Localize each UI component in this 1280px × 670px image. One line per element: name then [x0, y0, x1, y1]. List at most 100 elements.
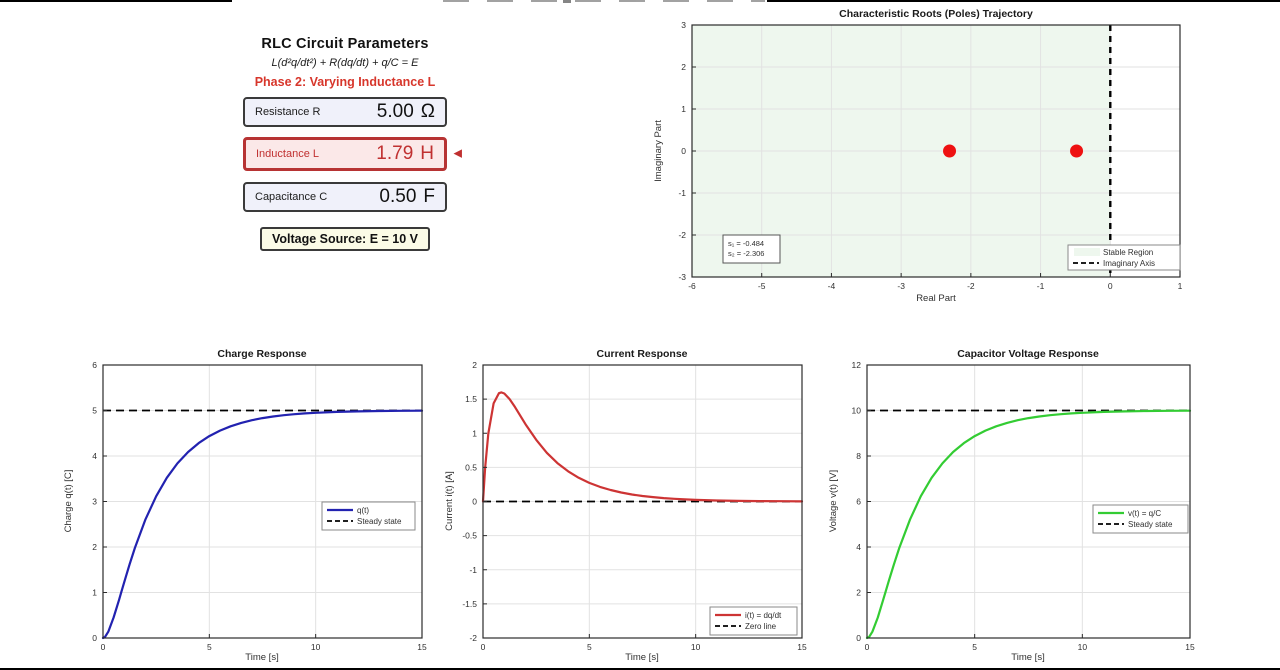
x-tick-label: 15: [1185, 642, 1195, 652]
y-tick-label: 6: [92, 360, 97, 370]
y-tick-label: 5: [92, 406, 97, 416]
resistance-label: Resistance R: [255, 106, 321, 118]
x-tick-label: 1: [1178, 281, 1183, 291]
inductance-label: Inductance L: [256, 148, 319, 160]
window-edge-bottom: [0, 668, 1280, 670]
legend-label: Steady state: [357, 517, 402, 526]
x-tick-label: -5: [758, 281, 766, 291]
x-tick-label: -1: [1037, 281, 1045, 291]
circuit-equation: L(d²q/dt²) + R(dq/dt) + q/C = E: [271, 57, 419, 69]
y-tick-label: 12: [852, 360, 862, 370]
y-tick-label: 1.5: [465, 394, 477, 404]
chart-current: 0 5 10 15 -2 -1.5 -1 -0.5 0 0.5 1 1.5 2 Current Respo…: [444, 348, 807, 663]
window-edge-top-right: [767, 0, 1280, 2]
x-tick-label: 0: [101, 642, 106, 652]
panel-title: RLC Circuit Parameters: [261, 36, 429, 52]
legend-label: q(t): [357, 506, 369, 515]
window-edge-top-left: [0, 0, 232, 2]
y-tick-label: -2: [678, 230, 686, 240]
capacitance-box: Capacitance C 0.50 F: [243, 182, 447, 212]
y-tick-label: -3: [678, 272, 686, 282]
y-tick-label: 2: [92, 542, 97, 552]
x-tick-label: -6: [688, 281, 696, 291]
inductance-value: 1.79 H: [376, 143, 434, 164]
voltage-source-box: Voltage Source: E = 10 V: [259, 227, 430, 251]
legend-label: Imaginary Axis: [1103, 259, 1155, 268]
charge-ylabel: Charge q(t) [C]: [63, 470, 74, 533]
current-xlabel: Time [s]: [625, 652, 658, 663]
chart-poles: -6 -5 -4 -3 -2 -1 0 1 -3 -2 -1 0 1 2 3 Characteristic R…: [653, 8, 1183, 304]
inductance-box: Inductance L 1.79 H ◀: [243, 137, 462, 171]
poles-annotation-box: [722, 234, 781, 264]
y-tick-label: 6: [856, 497, 861, 507]
current-ylabel: Current i(t) [A]: [444, 471, 455, 531]
legend-charge: q(t) Steady state: [321, 501, 416, 531]
y-tick-label: -2: [469, 633, 477, 643]
y-tick-label: -0.5: [462, 531, 477, 541]
legend-poles: Stable Region Imaginary Axis: [1067, 244, 1181, 271]
y-tick-label: 3: [681, 20, 686, 30]
legend-patch-swatch: [1074, 248, 1100, 256]
x-tick-label: -3: [897, 281, 905, 291]
x-tick-label: 0: [481, 642, 486, 652]
voltage-title: Capacitor Voltage Response: [957, 348, 1099, 360]
x-tick-label: -4: [828, 281, 836, 291]
chart-voltage: 0 5 10 15 0 2 4 6 8 10 12 Capacitor Voltage Respons…: [828, 348, 1195, 663]
series-voltage: [865, 409, 1192, 640]
phase-label: Phase 2: Varying Inductance L: [254, 75, 436, 89]
y-tick-label: 3: [92, 497, 97, 507]
y-tick-label: 0: [856, 633, 861, 643]
y-tick-label: 1: [681, 104, 686, 114]
poles-title: Characteristic Roots (Poles) Trajectory: [839, 8, 1033, 20]
pole-marker: [1070, 144, 1084, 158]
charge-xlabel: Time [s]: [245, 652, 278, 663]
pole-value-text: s₁ = -0.484: [728, 239, 764, 248]
voltage-ylabel: Voltage v(t) [V]: [828, 470, 839, 532]
legend-label: i(t) = dq/dt: [745, 611, 782, 620]
y-tick-label: 0.5: [465, 462, 477, 472]
y-tick-label: 1: [472, 428, 477, 438]
rlc-parameters-panel: RLC Circuit Parameters L(d²q/dt²) + R(dq…: [235, 36, 462, 251]
legend-label: Steady state: [1128, 520, 1173, 529]
y-tick-label: 4: [856, 542, 861, 552]
resistance-box: Resistance R 5.00 Ω: [243, 97, 447, 127]
y-tick-label: 2: [856, 588, 861, 598]
x-tick-label: 10: [691, 642, 701, 652]
x-tick-label: 10: [1078, 642, 1088, 652]
y-tick-label: 0: [92, 633, 97, 643]
legend-current: i(t) = dq/dt Zero line: [709, 606, 798, 636]
x-tick-label: 5: [587, 642, 592, 652]
capacitance-value: 0.50 F: [379, 186, 435, 207]
series-charge: [101, 409, 424, 640]
legend-label: v(t) = q/C: [1128, 509, 1161, 518]
x-tick-label: 15: [797, 642, 807, 652]
chart-charge: 0 5 10 15 0 1 2 3 4 5 6 Charge Response Time [s] Char…: [63, 348, 427, 663]
clipped-figure-title: [443, 0, 765, 3]
y-tick-label: -1: [678, 188, 686, 198]
x-tick-label: 10: [311, 642, 321, 652]
legend-label: Stable Region: [1103, 248, 1153, 257]
current-title: Current Response: [596, 348, 687, 360]
x-tick-label: -2: [967, 281, 975, 291]
y-tick-label: -1.5: [462, 599, 477, 609]
y-tick-label: 4: [92, 451, 97, 461]
y-tick-label: 1: [92, 588, 97, 598]
x-tick-label: 15: [417, 642, 427, 652]
x-tick-label: 5: [972, 642, 977, 652]
poles-ylabel: Imaginary Part: [653, 120, 664, 182]
voltage-xlabel: Time [s]: [1011, 652, 1044, 663]
legend-voltage: v(t) = q/C Steady state: [1092, 504, 1189, 534]
selection-arrow-icon: ◀: [453, 147, 462, 160]
x-tick-label: 5: [207, 642, 212, 652]
y-tick-label: 0: [681, 146, 686, 156]
y-tick-label: 2: [681, 62, 686, 72]
y-tick-label: 0: [472, 497, 477, 507]
charge-title: Charge Response: [217, 348, 306, 360]
y-tick-label: 10: [852, 406, 862, 416]
x-tick-label: 0: [1108, 281, 1113, 291]
x-tick-label: 0: [865, 642, 870, 652]
resistance-value: 5.00 Ω: [376, 101, 435, 122]
legend-label: Zero line: [745, 622, 777, 631]
